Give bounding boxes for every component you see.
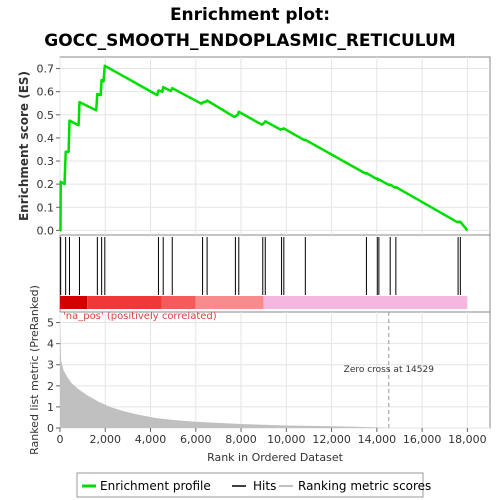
ranking-metric-area <box>60 318 468 428</box>
metric-y-tick-label: 5 <box>47 317 54 330</box>
es-y-tick-label: 0.2 <box>37 178 55 191</box>
x-tick-label: 18,000 <box>448 433 487 446</box>
heat-bar-segment <box>263 296 468 309</box>
es-y-tick-label: 0.1 <box>37 201 55 214</box>
y-axis-title-es: Enrichment score (ES) <box>17 71 31 221</box>
metric-y-tick-label: 0 <box>47 422 54 435</box>
positive-correlation-label: 'na_pos' (positively correlated) <box>63 311 217 322</box>
metric-y-tick-label: 3 <box>47 359 54 372</box>
chart-title-line2: GOCC_SMOOTH_ENDOPLASMIC_RETICULUM <box>44 31 455 51</box>
zero-cross-label: Zero cross at 14529 <box>344 365 435 375</box>
metric-panel-frame <box>59 311 491 429</box>
chart-title-line1: Enrichment plot: <box>170 5 330 25</box>
es-y-tick-label: 0.6 <box>37 86 55 99</box>
x-tick-label: 12,000 <box>312 433 351 446</box>
heat-bar-segment <box>60 296 88 309</box>
x-tick-label: 16,000 <box>403 433 442 446</box>
x-axis-title: Rank in Ordered Dataset <box>207 451 344 464</box>
es-y-tick-label: 0.5 <box>37 109 55 122</box>
metric-y-tick-label: 2 <box>47 380 54 393</box>
x-tick-label: 10,000 <box>267 433 306 446</box>
metric-y-tick-label: 4 <box>47 338 54 351</box>
es-y-tick-label: 0.7 <box>37 63 55 76</box>
x-tick-label: 6,000 <box>180 433 212 446</box>
x-tick-label: 8,000 <box>225 433 257 446</box>
legend-label-enrichment: Enrichment profile <box>100 479 211 493</box>
heat-bar-segment <box>195 296 264 309</box>
heat-bar-segment <box>87 296 162 309</box>
es-layer <box>59 64 469 232</box>
x-tick-label: 14,000 <box>358 433 397 446</box>
es-y-tick-label: 0.0 <box>37 224 55 237</box>
legend-box <box>76 472 424 498</box>
heat-bar-segment <box>161 296 196 309</box>
es-grid <box>59 57 490 235</box>
x-tick-label: 2,000 <box>90 433 122 446</box>
es-y-tick-label: 0.3 <box>37 155 55 168</box>
x-tick-label: 0 <box>57 433 64 446</box>
metric-y-tick-label: 1 <box>47 401 54 414</box>
es-y-tick-label: 0.4 <box>37 132 55 145</box>
legend-label-hits: Hits <box>253 479 276 493</box>
heatbar-layer <box>60 296 468 309</box>
metric-grid <box>59 312 490 429</box>
metric-layer <box>60 312 468 428</box>
hits-layer <box>60 237 461 295</box>
enrichment-profile-line <box>59 64 469 232</box>
legend-label-metric: Ranking metric scores <box>298 479 431 493</box>
x-tick-label: 4,000 <box>135 433 167 446</box>
axes-layer: 0 2,000 4,000 6,000 8,000 10,000 12,000 14,000 1… <box>37 63 487 446</box>
y-axis-title-metric: Ranked list metric (PreRanked) <box>28 285 41 455</box>
es-panel-frame <box>59 56 491 236</box>
